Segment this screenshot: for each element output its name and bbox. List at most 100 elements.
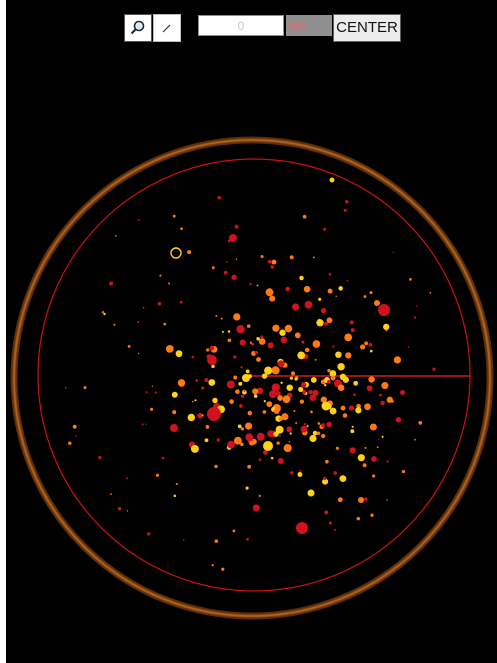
particle xyxy=(276,391,281,396)
particle xyxy=(414,438,416,441)
particle xyxy=(215,314,218,318)
particle xyxy=(294,377,298,381)
particle xyxy=(270,456,274,460)
particle xyxy=(236,325,245,334)
particle xyxy=(233,375,238,380)
particle xyxy=(298,386,304,392)
particle xyxy=(145,423,147,425)
zoom-tool-button[interactable] xyxy=(124,14,152,42)
particle xyxy=(214,539,219,543)
particle xyxy=(339,475,347,483)
particle xyxy=(323,227,327,231)
particle xyxy=(376,446,379,449)
particle xyxy=(262,410,267,414)
particle xyxy=(377,438,380,441)
particle xyxy=(364,497,368,501)
particle xyxy=(329,370,337,377)
particle xyxy=(293,409,296,413)
center-button[interactable]: CENTER xyxy=(333,14,401,42)
particle xyxy=(145,391,148,394)
particle xyxy=(249,440,255,446)
particle xyxy=(273,408,280,414)
particle xyxy=(277,360,285,368)
particle xyxy=(323,383,327,387)
particle xyxy=(299,469,302,472)
particle xyxy=(180,227,183,231)
particle xyxy=(261,373,268,379)
line-tool-icon xyxy=(162,24,171,33)
particle xyxy=(233,436,242,445)
particle xyxy=(304,300,313,309)
particle xyxy=(98,455,102,460)
particle xyxy=(263,441,273,451)
particle xyxy=(381,435,384,438)
particle xyxy=(288,441,291,443)
particle xyxy=(75,435,77,437)
particle xyxy=(391,400,395,403)
particle xyxy=(286,426,293,433)
particle xyxy=(235,258,238,260)
measurement-value-input[interactable] xyxy=(198,15,284,36)
particle xyxy=(220,317,223,320)
particle xyxy=(181,380,184,384)
particle xyxy=(310,410,313,414)
particle xyxy=(310,376,317,383)
particle xyxy=(328,273,332,276)
particle xyxy=(170,424,178,432)
particle xyxy=(237,424,242,429)
particle xyxy=(345,200,349,204)
particle xyxy=(360,344,366,350)
particle xyxy=(239,404,243,408)
particle xyxy=(245,433,254,441)
particle xyxy=(409,278,412,281)
particle xyxy=(211,266,215,270)
particle xyxy=(245,369,250,374)
particle xyxy=(191,355,194,359)
magnifier-icon xyxy=(130,20,145,35)
particle xyxy=(416,305,418,307)
particle xyxy=(318,297,322,301)
particle xyxy=(209,345,215,351)
particle xyxy=(429,292,432,294)
particle xyxy=(229,399,234,404)
particle xyxy=(163,322,167,326)
particle xyxy=(284,324,293,333)
particle xyxy=(271,383,280,392)
particle xyxy=(325,459,329,464)
particle xyxy=(369,349,373,353)
particle xyxy=(432,367,436,371)
particle xyxy=(246,324,251,328)
particle xyxy=(242,374,250,382)
particle xyxy=(268,390,277,399)
particle xyxy=(332,345,335,348)
particle xyxy=(161,456,165,460)
particle xyxy=(299,399,305,404)
line-tool-button[interactable] xyxy=(153,14,181,42)
particle xyxy=(258,494,261,498)
particle xyxy=(272,324,280,332)
particle xyxy=(297,472,303,477)
particle xyxy=(321,401,331,411)
particle xyxy=(192,400,194,403)
particle xyxy=(324,510,329,515)
particle xyxy=(190,444,199,453)
particle xyxy=(344,333,353,342)
particle xyxy=(400,390,405,395)
particle xyxy=(392,251,394,253)
particle xyxy=(211,364,215,369)
particle xyxy=(393,356,402,364)
particle xyxy=(240,427,245,431)
particle xyxy=(328,521,332,525)
particle xyxy=(223,270,228,275)
particle xyxy=(151,385,154,387)
particle xyxy=(267,430,275,438)
particle xyxy=(266,401,273,408)
particle xyxy=(154,391,157,394)
particle xyxy=(204,438,209,443)
particle xyxy=(126,510,129,512)
particle xyxy=(243,390,246,392)
particle xyxy=(286,384,293,391)
particle xyxy=(276,441,280,445)
particle xyxy=(366,385,373,392)
particle xyxy=(234,224,239,229)
